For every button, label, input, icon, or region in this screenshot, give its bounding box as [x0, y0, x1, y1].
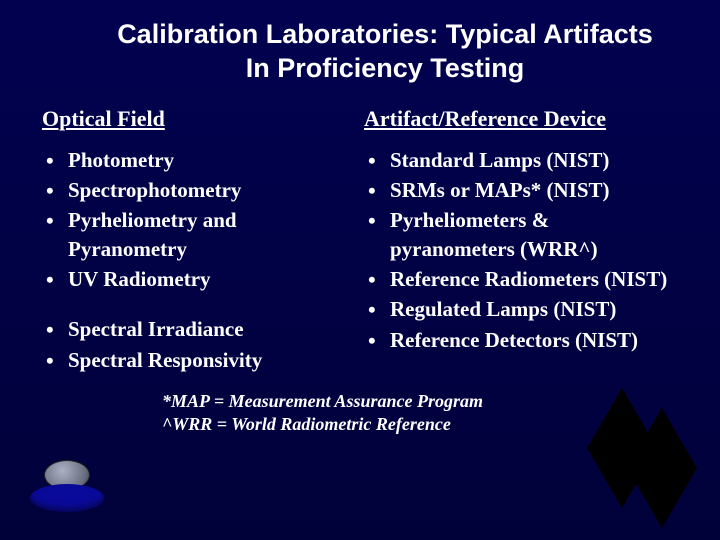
list-item: Pyrheliometry and Pyranometry [42, 206, 356, 263]
footnotes: *MAP = Measurement Assurance Program ^WR… [162, 390, 678, 437]
right-bullet-list: Standard Lamps (NIST) SRMs or MAPs* (NIS… [364, 146, 678, 354]
footnote-line: ^WRR = World Radiometric Reference [162, 413, 678, 436]
slide: Calibration Laboratories: Typical Artifa… [0, 0, 720, 437]
logo [30, 460, 104, 512]
logo-base [30, 484, 104, 512]
list-item: Reference Detectors (NIST) [364, 326, 678, 354]
left-column-header: Optical Field [42, 106, 356, 132]
list-item: Pyrheliometers & pyranometers (WRR^) [364, 206, 678, 263]
list-item: Reference Radiometers (NIST) [364, 265, 678, 293]
content-columns: Optical Field Photometry Spectrophotomet… [42, 106, 678, 376]
list-item: Spectrophotometry [42, 176, 356, 204]
left-column: Optical Field Photometry Spectrophotomet… [42, 106, 356, 376]
list-item: Regulated Lamps (NIST) [364, 295, 678, 323]
list-item: UV Radiometry [42, 265, 356, 293]
right-column-header: Artifact/Reference Device [364, 106, 678, 132]
group-spacer [42, 295, 356, 315]
list-item: SRMs or MAPs* (NIST) [364, 176, 678, 204]
left-bullet-list-2: Spectral Irradiance Spectral Responsivit… [42, 315, 356, 374]
left-bullet-list: Photometry Spectrophotometry Pyrheliomet… [42, 146, 356, 294]
footnote-line: *MAP = Measurement Assurance Program [162, 390, 678, 413]
list-item: Photometry [42, 146, 356, 174]
list-item: Spectral Irradiance [42, 315, 356, 343]
slide-title: Calibration Laboratories: Typical Artifa… [42, 18, 678, 100]
list-item: Spectral Responsivity [42, 346, 356, 374]
right-column: Artifact/Reference Device Standard Lamps… [364, 106, 678, 376]
list-item: Standard Lamps (NIST) [364, 146, 678, 174]
